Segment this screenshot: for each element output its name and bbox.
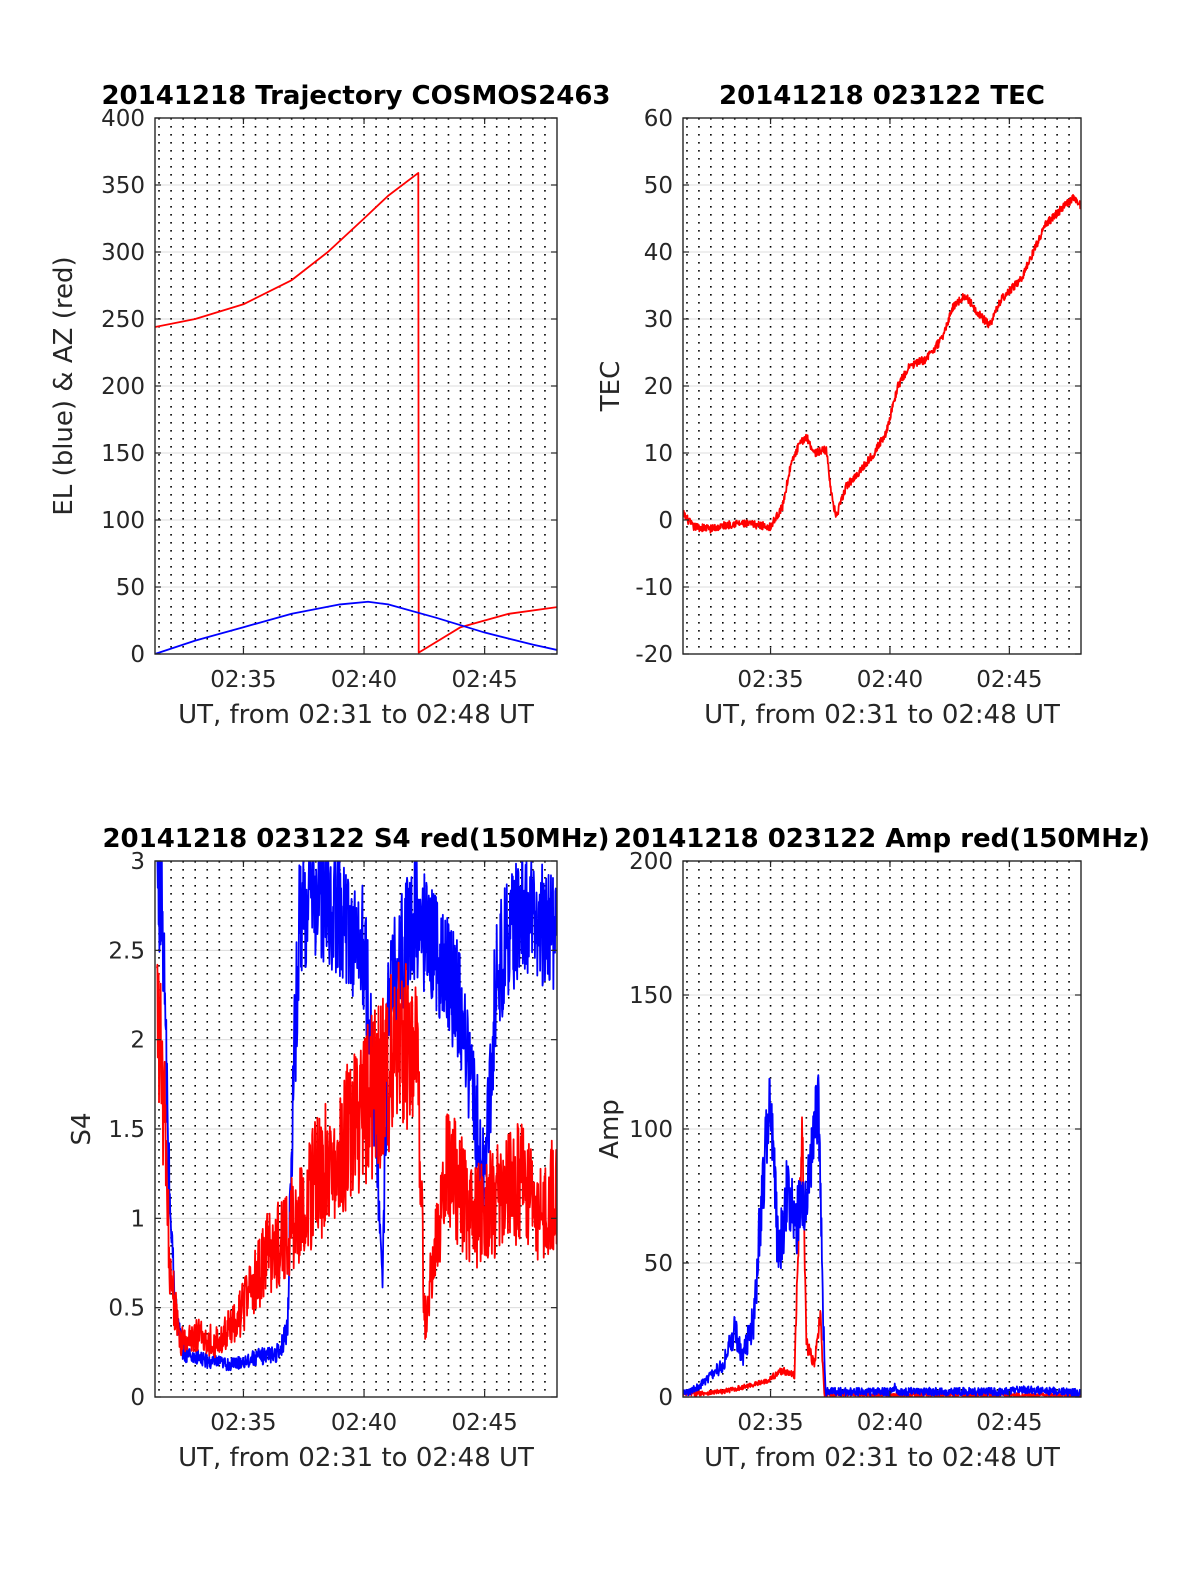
chart-title: 20141218 023122 Amp red(150MHz) xyxy=(614,824,1150,854)
y-tick-label: 300 xyxy=(101,240,145,266)
chart-title: 20141218 023122 TEC xyxy=(719,81,1045,111)
y-tick-label: 0 xyxy=(130,642,145,668)
panel-tec: -20 -10 0 10 20 30 40 50 60 02:35 02:40 02:45 201412… xyxy=(596,81,1082,730)
y-tick-label: 0 xyxy=(658,508,673,534)
series-group xyxy=(156,861,557,1372)
y-axis-label: Amp xyxy=(595,1099,625,1159)
y-tick-label: 0 xyxy=(658,1385,673,1411)
chart-title: 20141218 023122 S4 red(150MHz) xyxy=(102,824,609,854)
y-tick-label: 2.5 xyxy=(108,938,145,964)
y-axis-label: TEC xyxy=(596,361,626,412)
x-tick-label: 02:40 xyxy=(857,1410,923,1436)
x-axis-label: UT, from 02:31 to 02:48 UT xyxy=(704,700,1060,730)
y-tick-label: 200 xyxy=(101,374,145,400)
y-tick-label: 50 xyxy=(644,173,673,199)
series-line xyxy=(156,961,557,1359)
x-axis-label: UT, from 02:31 to 02:48 UT xyxy=(704,1443,1060,1473)
y-tick-label: 150 xyxy=(629,983,673,1009)
y-tick-label: -10 xyxy=(635,575,673,601)
x-tick-label: 02:35 xyxy=(210,1410,276,1436)
series-group xyxy=(683,194,1081,534)
y-tick-label: 1.5 xyxy=(108,1117,145,1143)
y-tick-label: 2 xyxy=(130,1028,145,1054)
y-tick-label: -20 xyxy=(635,642,673,668)
y-tick-label: 200 xyxy=(629,849,673,875)
y-tick-label: 100 xyxy=(629,1117,673,1143)
y-tick-label: 100 xyxy=(101,508,145,534)
y-tick-label: 20 xyxy=(644,374,673,400)
series-line xyxy=(155,172,557,654)
x-axis-label: UT, from 02:31 to 02:48 UT xyxy=(178,1443,534,1473)
series-line xyxy=(156,861,557,1372)
x-tick-label: 02:40 xyxy=(857,667,923,693)
y-tick-label: 50 xyxy=(116,575,145,601)
x-tick-label: 02:45 xyxy=(451,667,517,693)
y-axis-label: EL (blue) & AZ (red) xyxy=(49,256,79,515)
x-tick-label: 02:35 xyxy=(737,1410,803,1436)
y-tick-label: 10 xyxy=(644,441,673,467)
y-tick-label: 60 xyxy=(644,106,673,132)
x-axis-label: UT, from 02:31 to 02:48 UT xyxy=(178,700,534,730)
y-tick-label: 400 xyxy=(101,106,145,132)
series-line xyxy=(683,1074,1081,1397)
y-tick-label: 1 xyxy=(130,1206,145,1232)
series-line xyxy=(155,600,557,654)
series-group xyxy=(683,1074,1081,1397)
x-tick-label: 02:45 xyxy=(976,1410,1042,1436)
x-tick-label: 02:40 xyxy=(331,1410,397,1436)
panel-trajectory: 0 50 100 150 200 250 300 350 400 02:35 02:40 02:45 2… xyxy=(49,81,611,730)
x-tick-label: 02:35 xyxy=(210,667,276,693)
y-axis-label: S4 xyxy=(67,1112,97,1145)
series-group xyxy=(155,172,557,654)
series-line xyxy=(683,194,1081,534)
chart-title: 20141218 Trajectory COSMOS2463 xyxy=(101,81,610,111)
x-tick-label: 02:35 xyxy=(737,667,803,693)
y-tick-label: 150 xyxy=(101,441,145,467)
panel-amp: 0 50 100 150 200 02:35 02:40 02:45 20141218 0231… xyxy=(595,824,1150,1473)
x-tick-label: 02:45 xyxy=(451,1410,517,1436)
y-tick-label: 0 xyxy=(130,1385,145,1411)
x-tick-label: 02:45 xyxy=(976,667,1042,693)
x-tick-label: 02:40 xyxy=(331,667,397,693)
y-tick-label: 50 xyxy=(644,1251,673,1277)
y-tick-label: 40 xyxy=(644,240,673,266)
y-tick-label: 30 xyxy=(644,307,673,333)
y-tick-label: 350 xyxy=(101,173,145,199)
panel-s4: 0 0.5 1 1.5 2 2.5 3 02:35 02:40 02:45 20141218 023… xyxy=(67,824,610,1473)
y-tick-label: 250 xyxy=(101,307,145,333)
y-tick-label: 3 xyxy=(130,849,145,875)
y-tick-label: 0.5 xyxy=(108,1296,145,1322)
